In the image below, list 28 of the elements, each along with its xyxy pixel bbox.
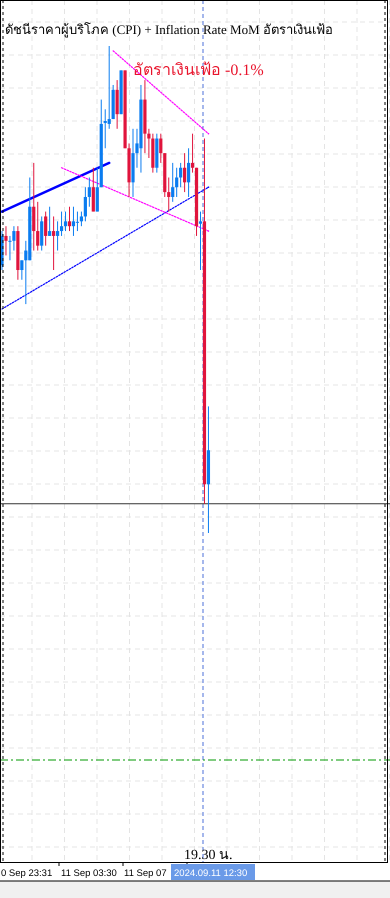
candlestick xyxy=(80,211,83,227)
candlestick xyxy=(20,260,24,280)
candlestick xyxy=(190,133,194,174)
text: 19.30 น. xyxy=(184,848,232,863)
candlestick xyxy=(175,167,178,198)
candlestick xyxy=(147,128,150,159)
text: 11 Sep 03:30 xyxy=(61,868,117,879)
candlestick xyxy=(12,226,16,252)
candlestick xyxy=(179,162,182,188)
chart-title: ดัชนีราคาผู้บริโภค (CPI) + Inflation Rate MoM อัตราเงินเฟ้อ xyxy=(5,22,333,38)
text: 0 Sep 23:31 xyxy=(1,868,52,879)
candlestick xyxy=(52,216,56,271)
candlestick xyxy=(76,211,80,232)
candlestick xyxy=(60,211,64,236)
annotation: อัตราเงินเฟ้อ -0.1% xyxy=(133,61,264,79)
candlestick xyxy=(84,186,87,222)
candlestick xyxy=(171,162,174,202)
text: 2024.09.11 12:30 xyxy=(174,868,248,879)
candlestick xyxy=(183,152,186,193)
candlestick xyxy=(8,235,12,261)
candlestick xyxy=(48,206,52,236)
candlestick xyxy=(186,148,190,198)
candlestick xyxy=(198,211,202,271)
candlestick xyxy=(56,220,60,252)
candlestick xyxy=(4,226,8,256)
candlestick xyxy=(108,46,111,130)
candlestick xyxy=(44,211,48,246)
text: 11 Sep 07 xyxy=(124,868,167,879)
